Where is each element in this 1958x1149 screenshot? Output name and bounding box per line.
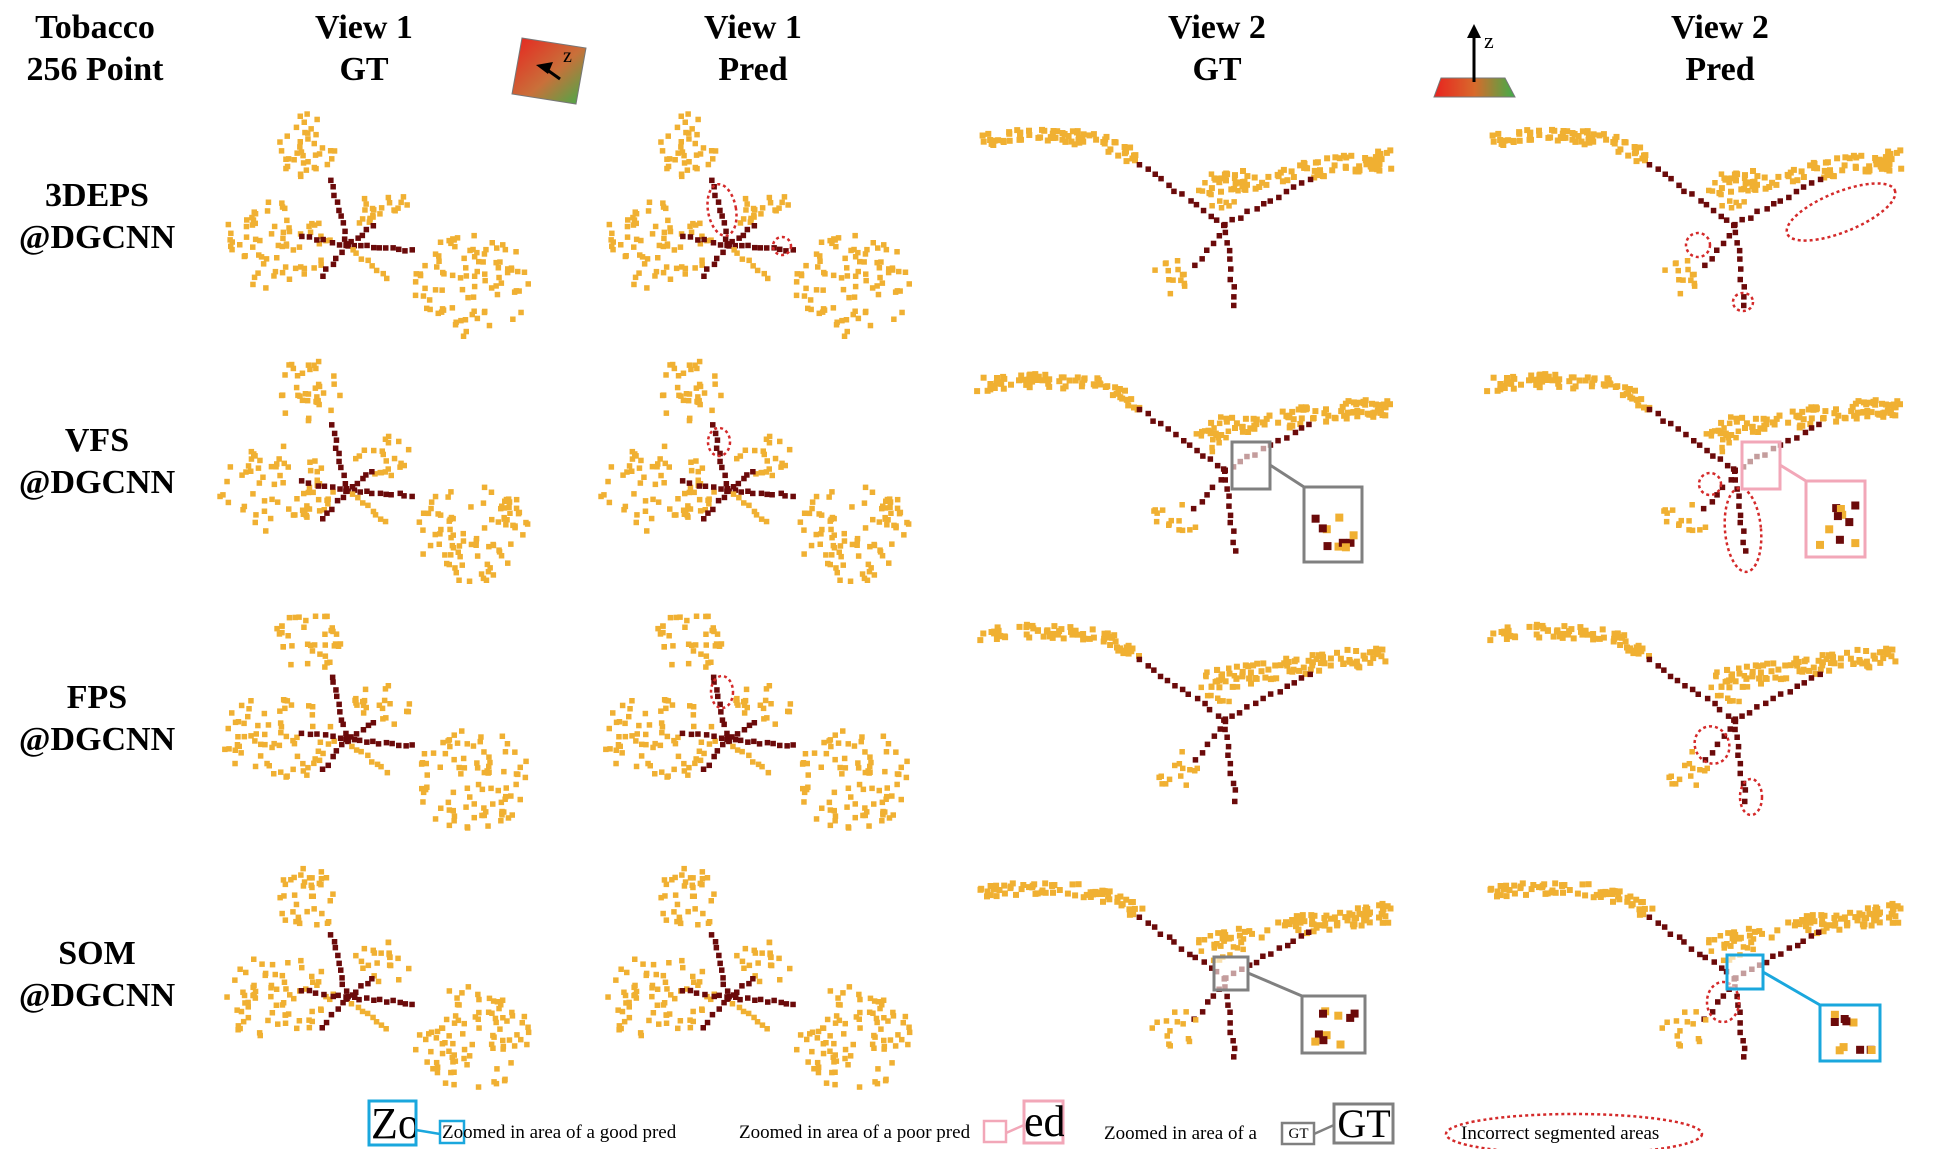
incorrect-ellipse-r1-v1pred [706,183,738,237]
incorrect-ellipse-r3-v2pred-a [1693,725,1731,765]
incorrect-ellipse-r2-v2pred-b [1723,486,1763,574]
incorrect-ellipse-r1-v2pred-b [1731,291,1755,313]
row-label-som: SOM @DGCNN [2,933,192,1017]
zoom-connector-r4-v2pred [1762,970,1821,1007]
view1-orientation-icon: z [511,37,587,105]
zoom-content-r2-v2pred [1816,501,1860,549]
zoom-small-r4-v2gt [1212,955,1250,992]
col-header-view2-gt-line2: GT [1192,51,1242,88]
panel-3deps-view1-gt [225,111,531,339]
panel-3deps-view2-pred [1489,126,1905,309]
zoom-content-r2-v2gt [1311,513,1358,552]
col-header-view1-pred-line2: Pred [718,51,788,88]
incorrect-ellipse-r4-v2pred [1705,980,1741,1024]
zoom-large-r2-v2gt [1302,485,1364,564]
row-label-fps-line2: @DGCNN [18,721,176,758]
legend-gt-zoom-box [1332,1102,1395,1145]
row-label-vfs-line2: @DGCNN [18,464,176,501]
col-header-view2-gt-line1: View 2 [1168,9,1266,46]
view2-orientation-icon: z [1433,24,1516,98]
incorrect-ellipse-r2-v1pred [706,426,732,458]
zoom-connector-r2-v2gt [1269,463,1305,489]
col-header-view2-pred-line1: View 2 [1671,9,1769,46]
col-header-view2-pred: View 2 Pred [1570,7,1870,91]
zoom-small-r4-v2pred [1725,953,1765,991]
legend-poor-zoom-box [1022,1099,1065,1145]
legend-graphics [367,1099,1704,1149]
panel-vfs-view2-gt [974,371,1393,554]
annotation-overlays [706,182,1897,1063]
incorrect-ellipse-r3-v2pred-b [1738,777,1764,817]
legend-poor-small-box [982,1119,1008,1144]
panel-fps-view1-pred [603,613,910,831]
legend-good-zoom-box [367,1099,418,1147]
panel-vfs-view1-gt [217,358,531,584]
axis-label-v1: z [563,45,572,67]
panel-som-view2-pred [1487,880,1904,1060]
legend-poor-box-text: ed [1024,1098,1064,1142]
row-label-3deps-line1: 3DEPS [45,177,149,214]
col-header-view2-gt: View 2 GT [1067,7,1367,91]
row-label-3deps-line2: @DGCNN [18,219,176,256]
panel-vfs-view2-pred [1484,371,1903,554]
zoom-small-r2-v2pred [1740,440,1782,491]
panel-vfs-view1-pred [598,358,912,584]
corner-header: Tobacco 256 Point [0,7,245,91]
panel-3deps-view1-pred [606,111,912,339]
legend-gt-box-text: GT [1337,1101,1391,1144]
legend-good-box-text: Zoo [371,1100,415,1144]
col-header-view1-gt-line1: View 1 [315,9,413,46]
incorrect-ellipse-r1-v2pred-a [1684,231,1712,259]
point-cloud-panels [217,111,1905,1090]
legend-good-small-box [438,1119,466,1145]
col-header-view2-pred-line2: Pred [1685,51,1755,88]
col-header-view1-gt: View 1 GT [214,7,514,91]
incorrect-ellipse-r1-v2pred-c [1785,182,1897,242]
panel-som-view1-gt [224,865,532,1090]
row-label-3deps: 3DEPS @DGCNN [2,175,192,259]
incorrect-ellipse-r1-v1pred-b [771,235,793,257]
panel-3deps-view2-gt [979,126,1395,309]
row-label-fps-line1: FPS [66,679,128,716]
incorrect-ellipse-r3-v1pred [709,674,735,710]
panel-fps-view2-gt [977,621,1389,805]
zoom-large-r4-v2gt [1300,994,1367,1055]
zoom-content-r4-v2pred [1830,1010,1876,1055]
legend-incorrect-ellipse [1444,1112,1704,1149]
legend-gt-label: Zoomed in area of a [1104,1123,1257,1144]
col-header-view1-pred-line1: View 1 [704,9,802,46]
col-header-view1-pred: View 1 Pred [603,7,903,91]
zoom-content-r4-v2gt [1311,1007,1359,1049]
legend-incorrect-label: Incorrect segmented areas [1461,1123,1660,1144]
axis-label-v2: z [1484,28,1494,53]
legend-gt-small-text: GT [1288,1126,1309,1142]
incorrect-ellipse-r2-v2pred-a [1697,471,1723,497]
zoom-small-r2-v2gt [1230,440,1272,491]
panel-som-view1-pred [605,865,913,1090]
row-label-vfs: VFS @DGCNN [2,420,192,504]
zoom-connector-r2-v2pred [1779,463,1807,483]
zoom-connector-r4-v2gt [1247,971,1303,998]
corner-header-line2: 256 Point [26,51,164,88]
corner-header-line1: Tobacco [35,9,155,46]
row-label-fps: FPS @DGCNN [2,677,192,761]
panel-fps-view1-gt [222,613,529,831]
legend-poor-label: Zoomed in area of a poor pred [739,1122,971,1143]
legend-good-label: Zoomed in area of a good pred [442,1122,677,1143]
col-header-view1-gt-line2: GT [339,51,389,88]
row-label-vfs-line1: VFS [64,422,130,459]
panel-fps-view2-pred [1487,621,1899,805]
row-label-som-line1: SOM [58,935,136,972]
row-label-som-line2: @DGCNN [18,977,176,1014]
